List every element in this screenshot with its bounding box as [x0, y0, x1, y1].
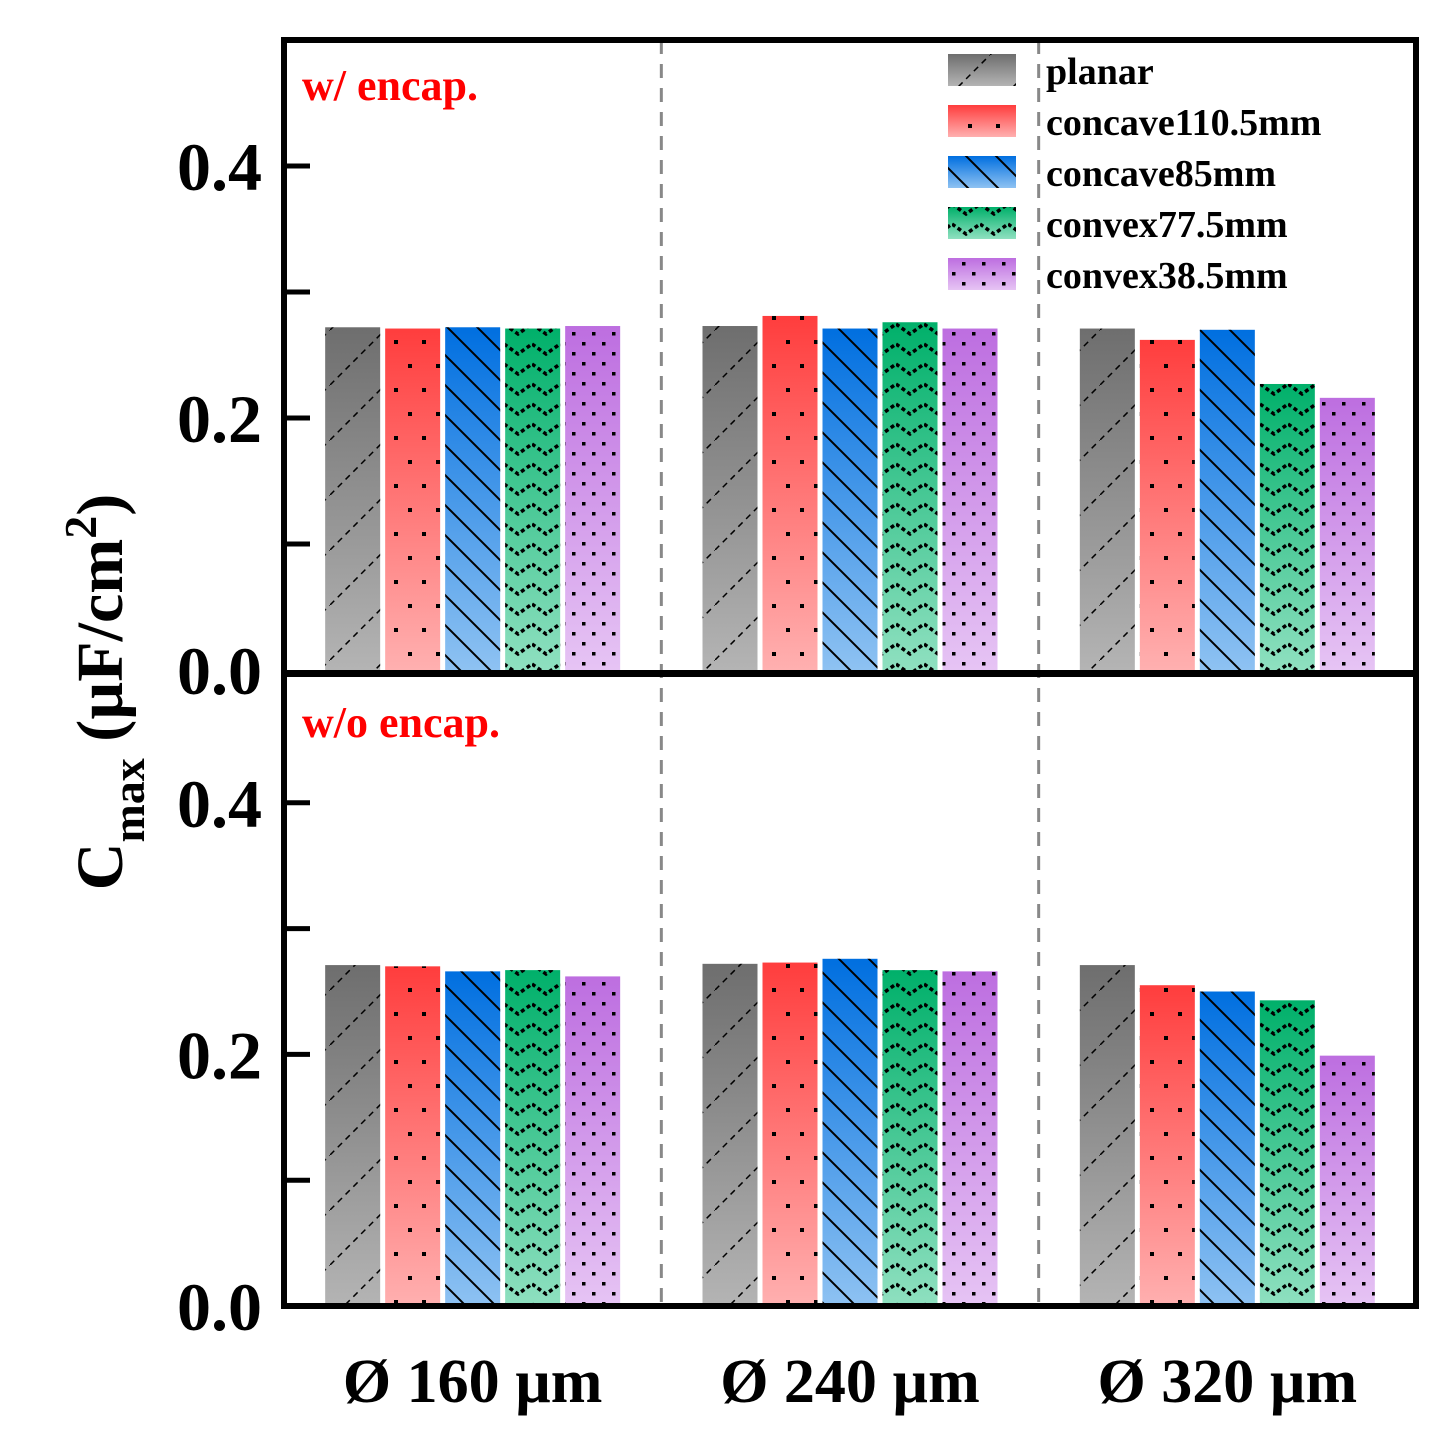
bar-planar-encap-2: [1079, 328, 1135, 670]
legend-item-convex38.5mm: convex38.5mm: [948, 255, 1288, 297]
legend-label: planar: [1046, 51, 1154, 93]
legend-item-planar: planar: [948, 51, 1154, 93]
bar-planar-encap-1: [702, 326, 758, 670]
bar-convex77.5mm-noencap-0: [505, 970, 561, 1306]
bar-planar-noencap-1: [702, 963, 758, 1306]
legend-label: convex77.5mm: [1046, 204, 1288, 246]
legend-label: convex38.5mm: [1046, 255, 1288, 297]
legend-item-concave110.5mm: concave110.5mm: [948, 102, 1321, 144]
y-axis-label: Cmax (µF/cm2): [55, 494, 154, 890]
bar-convex38.5mm-noencap-2: [1319, 1055, 1375, 1306]
bar-concave85mm-encap-1: [822, 328, 878, 670]
bar-concave85mm-noencap-1: [822, 958, 878, 1306]
y-tick-label: 0.4: [177, 766, 262, 842]
bar-convex77.5mm-encap-1: [882, 322, 938, 670]
legend: planar concave110.5mm concave85mm convex77.…: [948, 51, 1321, 297]
y-axis-ticks: [284, 163, 310, 1183]
bar-convex38.5mm-encap-1: [942, 328, 998, 670]
legend-label: concave110.5mm: [1046, 102, 1321, 144]
y-tick-label: 0.2: [177, 381, 262, 457]
plot-frame: [281, 37, 1419, 1309]
bar-convex77.5mm-encap-2: [1259, 383, 1315, 670]
legend-item-concave85mm: concave85mm: [948, 153, 1276, 195]
bar-concave85mm-encap-2: [1199, 329, 1255, 670]
y-tick-label: 0.2: [177, 1017, 262, 1093]
bar-planar-noencap-0: [325, 965, 381, 1306]
x-category-label: Ø 240 µm: [720, 1348, 980, 1416]
bar-concave110.5mm-noencap-0: [385, 966, 441, 1306]
bar-concave110.5mm-encap-1: [762, 315, 818, 670]
bar-planar-encap-0: [325, 327, 381, 670]
x-category-label: Ø 160 µm: [343, 1348, 603, 1416]
legend-item-convex77.5mm: convex77.5mm: [948, 204, 1288, 246]
bar-concave110.5mm-noencap-1: [762, 962, 818, 1306]
legend-label: concave85mm: [1046, 153, 1276, 195]
panel-label: w/o encap.: [302, 698, 500, 747]
y-tick-label: 0.0: [177, 1269, 262, 1345]
x-category-label: Ø 320 µm: [1098, 1348, 1358, 1416]
bar-concave85mm-encap-0: [445, 327, 501, 670]
bar-concave85mm-noencap-2: [1199, 991, 1255, 1306]
bar-concave85mm-noencap-0: [445, 971, 501, 1306]
bar-concave110.5mm-encap-2: [1139, 339, 1195, 670]
bars-layer: [325, 315, 1375, 1306]
bar-concave110.5mm-noencap-2: [1139, 985, 1195, 1306]
bar-planar-noencap-2: [1079, 965, 1135, 1306]
bar-concave110.5mm-encap-0: [385, 328, 441, 670]
y-tick-label: 0.4: [177, 129, 262, 205]
bar-convex77.5mm-noencap-1: [882, 970, 938, 1306]
labels-layer: 0.0 0.2 0.4 w/ encap. 0.0 0.2 0.4 w/o encap. Ø 1…: [177, 61, 1357, 1416]
bar-convex38.5mm-encap-2: [1319, 397, 1375, 670]
bar-convex77.5mm-noencap-2: [1259, 1000, 1315, 1306]
bar-convex38.5mm-noencap-0: [565, 976, 621, 1306]
bar-convex38.5mm-noencap-1: [942, 971, 998, 1306]
bar-convex38.5mm-encap-0: [565, 326, 621, 670]
bar-convex77.5mm-encap-0: [505, 328, 561, 670]
panel-label: w/ encap.: [302, 61, 478, 110]
y-tick-label: 0.0: [177, 633, 262, 709]
